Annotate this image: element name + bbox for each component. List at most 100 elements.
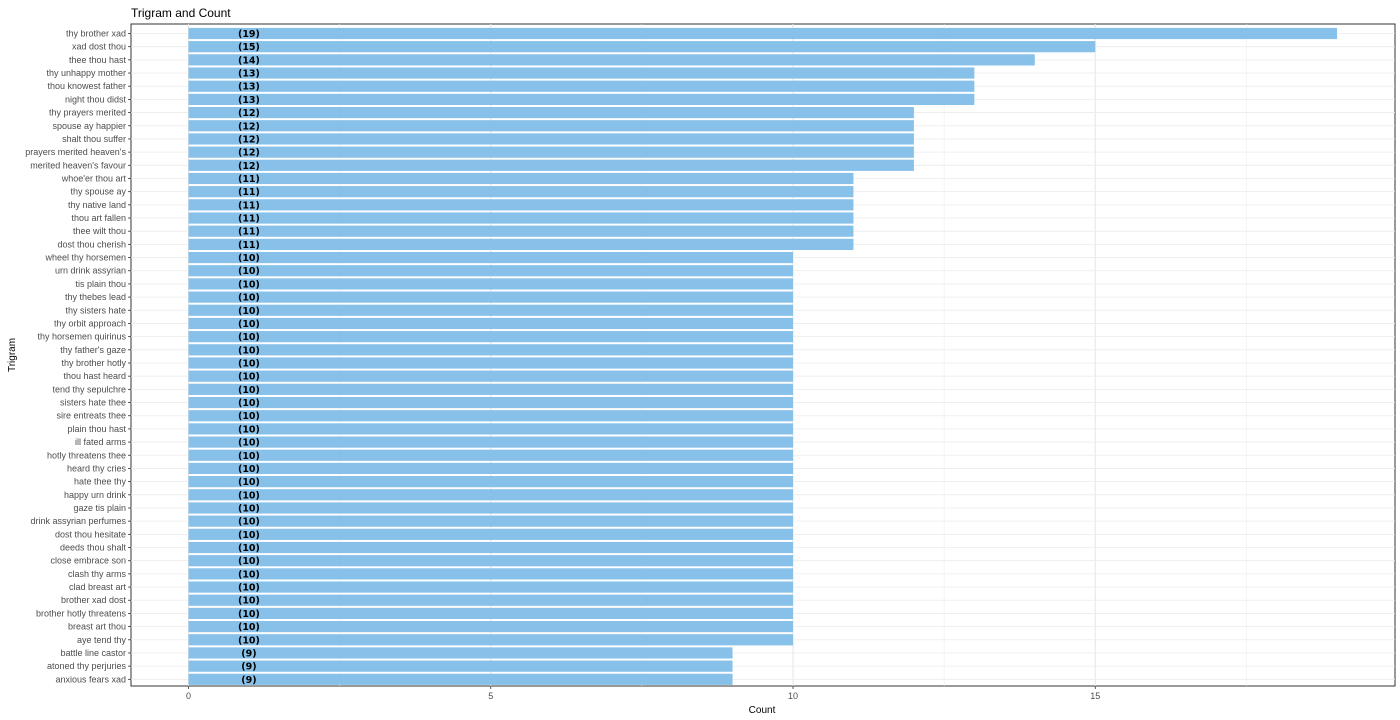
- bar-data-label: (10): [238, 424, 260, 435]
- y-tick-label: brother xad dost: [61, 595, 127, 605]
- bar-data-label: (9): [241, 648, 256, 659]
- y-tick-label: whoe'er thou art: [61, 173, 127, 183]
- bar-data-label: (11): [238, 200, 260, 211]
- bar: [188, 528, 793, 540]
- y-tick-label: urn drink assyrian: [55, 266, 126, 276]
- y-tick-label: atoned thy perjuries: [47, 661, 127, 671]
- bar-data-label: (10): [238, 503, 260, 514]
- bar: [188, 594, 793, 606]
- y-tick-label: brother hotly threatens: [36, 608, 127, 618]
- y-tick-label: plain thou hast: [67, 424, 126, 434]
- bar-data-label: (10): [238, 556, 260, 567]
- y-tick-label: anxious fears xad: [55, 674, 126, 684]
- bar: [188, 251, 793, 264]
- bar: [188, 370, 793, 382]
- bar: [188, 357, 793, 369]
- y-axis-title: Trigram: [7, 338, 18, 372]
- bar-data-label: (10): [238, 359, 260, 370]
- bar: [188, 304, 793, 316]
- y-tick-label: clash thy arms: [68, 569, 127, 579]
- x-tick-label: 15: [1090, 691, 1100, 701]
- bar-data-label: (10): [238, 596, 260, 607]
- bar-data-label: (13): [238, 95, 260, 106]
- bar: [188, 106, 914, 119]
- y-tick-label: thy father's gaze: [60, 345, 126, 355]
- bar: [188, 317, 793, 330]
- bar-data-label: (12): [238, 134, 260, 145]
- bar-data-label: (11): [238, 174, 260, 185]
- bar-data-label: (10): [238, 569, 260, 580]
- bar-data-label: (10): [238, 345, 260, 356]
- x-axis-tick-labels: 0 5 10 15: [186, 686, 1100, 701]
- y-tick-label: happy urn drink: [64, 490, 127, 500]
- bar: [188, 331, 793, 343]
- bar-data-label: (10): [238, 583, 260, 594]
- bar-data-label: (10): [238, 253, 260, 264]
- bar: [188, 541, 793, 554]
- y-tick-label: thy orbit approach: [54, 318, 126, 328]
- bar-data-label: (11): [238, 240, 260, 251]
- y-tick-label: drink assyrian perfumes: [30, 516, 126, 526]
- y-tick-label: gaze tis plain: [73, 503, 126, 513]
- y-tick-label: sire entreats thee: [56, 411, 126, 421]
- bar-data-label: (10): [238, 332, 260, 343]
- bar-data-label: (9): [241, 675, 256, 686]
- data-labels-layer: (19) (15) (14) (13) (13) (13) (12) (12) (12) (12)…: [238, 29, 260, 686]
- bar-data-label: (11): [238, 187, 260, 198]
- y-tick-label: thou hast heard: [63, 371, 126, 381]
- y-tick-label: tend thy sepulchre: [52, 384, 126, 394]
- bar-data-label: (15): [238, 42, 260, 53]
- bar-data-label: (10): [238, 490, 260, 501]
- bar: [188, 80, 975, 92]
- bar: [188, 265, 793, 277]
- y-tick-label: aye tend thy: [77, 635, 127, 645]
- y-tick-label: thy brother hotly: [61, 358, 126, 368]
- bar: [188, 67, 975, 79]
- y-tick-label: thy horsemen quirinus: [37, 332, 126, 342]
- bar: [188, 120, 914, 132]
- y-tick-label: prayers merited heaven's: [25, 147, 126, 157]
- bar: [188, 555, 793, 567]
- x-tick-label: 0: [186, 691, 191, 701]
- y-tick-label: sisters hate thee: [60, 398, 126, 408]
- chart-title: Trigram and Count: [131, 6, 231, 20]
- bar-data-label: (11): [238, 227, 260, 238]
- y-tick-label: ill fated arms: [75, 437, 127, 447]
- bar-data-label: (10): [238, 319, 260, 330]
- bar: [188, 159, 914, 171]
- bar: [188, 568, 793, 580]
- bar-data-label: (9): [241, 662, 256, 673]
- bar: [188, 410, 793, 422]
- bar: [188, 344, 793, 356]
- bar-data-label: (19): [238, 29, 260, 40]
- bar-data-label: (13): [238, 82, 260, 93]
- bar: [188, 225, 854, 237]
- y-tick-label: close embrace son: [50, 556, 126, 566]
- bar: [188, 41, 1096, 53]
- bar: [188, 278, 793, 290]
- bar-data-label: (10): [238, 411, 260, 422]
- y-tick-label: thou knowest father: [47, 81, 126, 91]
- bar-data-label: (10): [238, 609, 260, 620]
- y-tick-label: clad breast art: [69, 582, 127, 592]
- y-tick-label: breast art thou: [68, 622, 126, 632]
- bar: [188, 673, 733, 685]
- bar-data-label: (12): [238, 121, 260, 132]
- bar: [188, 396, 793, 409]
- y-tick-label: heard thy cries: [67, 463, 127, 473]
- bar-data-label: (10): [238, 464, 260, 475]
- bar: [188, 436, 793, 448]
- bar-data-label: (13): [238, 69, 260, 80]
- bar: [188, 54, 1035, 66]
- bar-data-label: (10): [238, 622, 260, 633]
- bar: [188, 515, 793, 527]
- y-tick-label: thy sisters hate: [65, 305, 126, 315]
- bar: [188, 238, 854, 250]
- y-tick-label: thee thou hast: [69, 55, 127, 65]
- bar: [188, 449, 793, 461]
- y-tick-label: thy prayers merited: [49, 108, 126, 118]
- bar: [188, 212, 854, 224]
- bar-data-label: (10): [238, 543, 260, 554]
- bar-data-label: (10): [238, 279, 260, 290]
